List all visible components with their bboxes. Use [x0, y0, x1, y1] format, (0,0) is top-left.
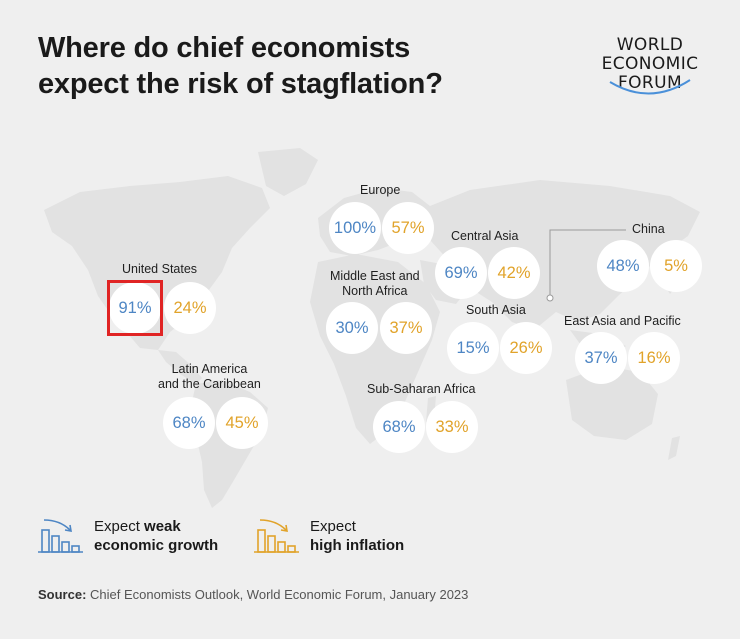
declining-bars-icon [38, 519, 83, 553]
europe-weak-growth: 100% [329, 202, 381, 254]
legend-weak-growth: Expect weak economic growth [38, 516, 218, 556]
label-europe: Europe [360, 183, 401, 197]
europe-high-inflation: 57% [382, 202, 434, 254]
south-asia-high-inflation: 26% [500, 322, 552, 374]
united-states-high-inflation: 24% [164, 282, 216, 334]
land-asia [420, 180, 700, 330]
china-high-inflation: 5% [650, 240, 702, 292]
ssa-high-inflation: 33% [426, 401, 478, 453]
legend-high-inflation-text: Expect high inflation [310, 518, 405, 554]
china-connector-line [549, 229, 626, 298]
latin-america-high-inflation: 45% [216, 397, 268, 449]
united-states-weak-growth: 91% [109, 282, 161, 334]
china-weak-growth: 48% [597, 240, 649, 292]
central-asia-high-inflation: 42% [488, 247, 540, 299]
logo-line-1: WORLD [616, 35, 684, 55]
label-middle-east-north-africa: Middle East and North Africa [330, 269, 420, 298]
title-line-1: Where do chief economists [38, 32, 411, 64]
china-location-dot [546, 294, 554, 302]
land-australia [566, 366, 658, 440]
source-note: Source: Chief Economists Outlook, World … [38, 587, 469, 602]
land-central-america [158, 350, 202, 384]
land-greenland [258, 148, 318, 196]
latin-america-weak-growth: 68% [163, 397, 215, 449]
declining-bars-icon [254, 519, 299, 553]
wef-logo: WORLD ECONOMIC FORUM [586, 35, 714, 95]
label-latin-america: Latin America and the Caribbean [158, 362, 261, 391]
label-south-asia: South Asia [466, 303, 526, 317]
label-china: China [632, 222, 665, 236]
label-sub-saharan-africa: Sub-Saharan Africa [367, 382, 476, 396]
land-new-zealand [668, 436, 680, 460]
wef-arc-icon [609, 79, 691, 95]
east-asia-pacific-weak-growth: 37% [575, 332, 627, 384]
logo-line-3: FORUM [617, 73, 683, 93]
highlight-box [107, 280, 163, 336]
mena-weak-growth: 30% [326, 302, 378, 354]
mena-high-inflation: 37% [380, 302, 432, 354]
label-east-asia-pacific: East Asia and Pacific [564, 314, 681, 328]
south-asia-weak-growth: 15% [447, 322, 499, 374]
label-central-asia: Central Asia [451, 229, 519, 243]
central-asia-weak-growth: 69% [435, 247, 487, 299]
ssa-weak-growth: 68% [373, 401, 425, 453]
land-north-america [44, 176, 270, 350]
label-united-states: United States [122, 262, 198, 276]
title-line-2: expect the risk of stagflation? [38, 68, 443, 100]
chart-title: Where do chief economists expect the ris… [38, 30, 518, 102]
east-asia-pacific-high-inflation: 16% [628, 332, 680, 384]
legend-weak-growth-text: Expect weak economic growth [94, 518, 219, 554]
logo-line-2: ECONOMIC [601, 54, 699, 74]
land-africa [310, 254, 440, 444]
legend-high-inflation: Expect high inflation [254, 516, 404, 556]
